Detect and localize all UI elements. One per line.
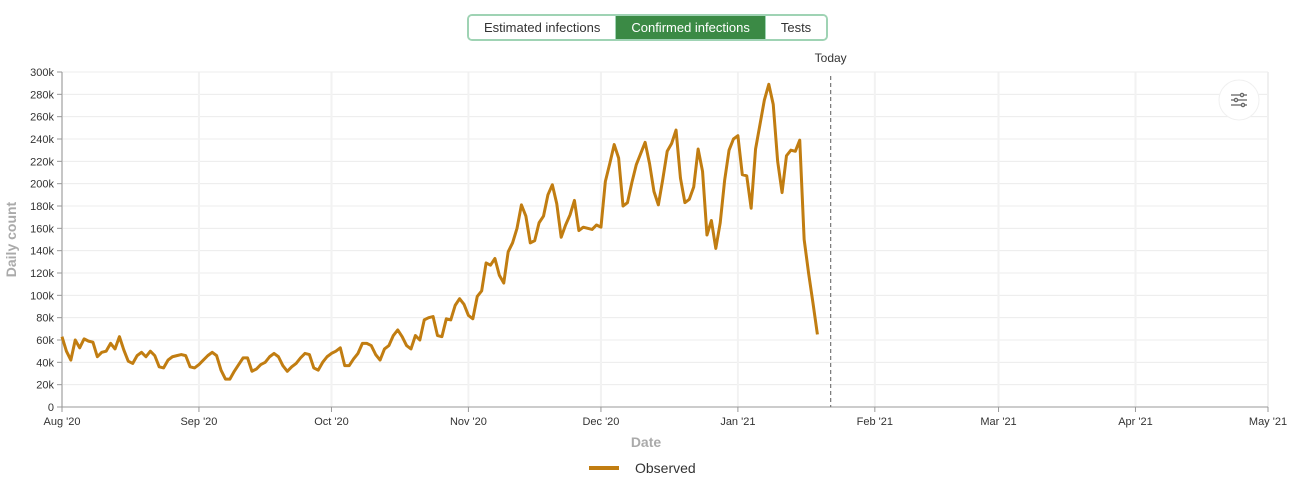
x-tick-label: May '21: [1249, 416, 1287, 428]
x-tick-label: Apr '21: [1118, 416, 1153, 428]
x-tick-label: Oct '20: [314, 416, 349, 428]
y-tick-label: 60k: [36, 335, 54, 347]
y-tick-label: 80k: [36, 313, 54, 325]
x-axis-title: Date: [631, 434, 662, 450]
legend-label-observed: Observed: [635, 460, 696, 476]
x-tick-label: Sep '20: [180, 416, 217, 428]
view-tabs: Estimated infections Confirmed infection…: [467, 14, 829, 41]
y-axis-ticks: 0 20k 40k 60k 80k 100k 120k 140k 160k 180k 200k 220…: [30, 67, 62, 414]
chart-settings-button[interactable]: [1218, 79, 1260, 121]
legend[interactable]: Observed: [589, 460, 696, 476]
y-tick-label: 20k: [36, 380, 54, 392]
today-label: Today: [815, 51, 847, 65]
x-tick-label: Jan '21: [720, 416, 755, 428]
y-tick-label: 240k: [30, 134, 54, 146]
x-tick-label: Dec '20: [582, 416, 619, 428]
sliders-icon: [1231, 92, 1247, 108]
x-tick-label: Aug '20: [44, 416, 81, 428]
y-tick-label: 160k: [30, 223, 54, 235]
y-tick-label: 280k: [30, 89, 54, 101]
tab-estimated-infections[interactable]: Estimated infections: [469, 16, 616, 39]
x-tick-label: Feb '21: [857, 416, 893, 428]
tab-tests[interactable]: Tests: [764, 16, 827, 39]
tab-confirmed-infections[interactable]: Confirmed infections: [615, 16, 765, 39]
y-tick-label: 200k: [30, 179, 54, 191]
y-axis-title: Daily count: [3, 201, 19, 277]
observed-series-line[interactable]: [60, 82, 819, 381]
y-tick-label: 100k: [30, 290, 54, 302]
x-tick-label: Mar '21: [980, 416, 1016, 428]
x-axis-ticks: Aug '20 Sep '20 Oct '20 Nov '20 Dec '20 Jan '…: [44, 407, 1287, 428]
y-tick-label: 220k: [30, 156, 54, 168]
y-tick-label: 140k: [30, 246, 54, 258]
y-tick-label: 180k: [30, 201, 54, 213]
chart-axes: [61, 71, 1269, 408]
y-tick-label: 0: [48, 402, 54, 414]
y-tick-label: 40k: [36, 357, 54, 369]
y-tick-label: 260k: [30, 112, 54, 124]
x-tick-label: Nov '20: [450, 416, 487, 428]
y-tick-label: 300k: [30, 67, 54, 79]
y-tick-label: 120k: [30, 268, 54, 280]
